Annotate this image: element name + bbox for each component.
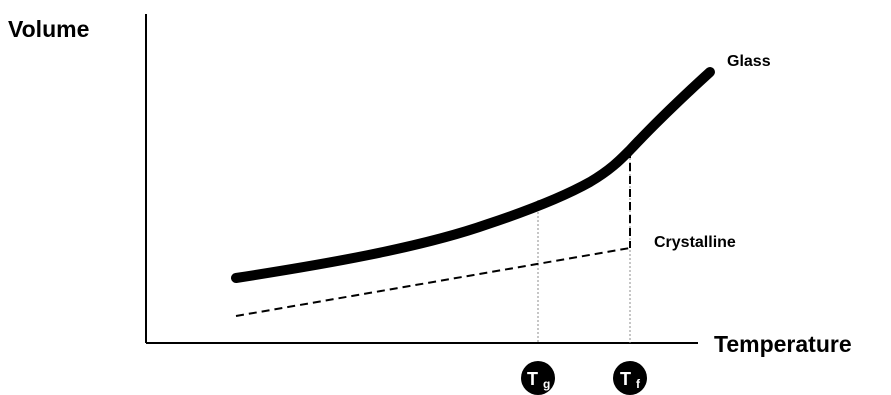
- tg-marker-circle: [521, 361, 555, 395]
- tf-marker-sub: f: [636, 377, 641, 391]
- x-axis-label: Temperature: [714, 331, 852, 357]
- y-axis-label: Volume: [8, 16, 89, 42]
- crystalline-line: [235, 247, 631, 317]
- tg-marker: T g: [521, 361, 555, 395]
- crystalline-label: Crystalline: [654, 234, 736, 251]
- tf-marker-main: T: [620, 369, 631, 389]
- glass-label: Glass: [727, 53, 771, 70]
- tf-marker-label: T f: [620, 369, 641, 391]
- tg-marker-sub: g: [543, 377, 550, 391]
- tf-marker-circle: [613, 361, 647, 395]
- glass-curve: [231, 67, 715, 283]
- tg-marker-label: T g: [527, 369, 550, 391]
- tf-marker: T f: [613, 361, 647, 395]
- tg-marker-main: T: [527, 369, 538, 389]
